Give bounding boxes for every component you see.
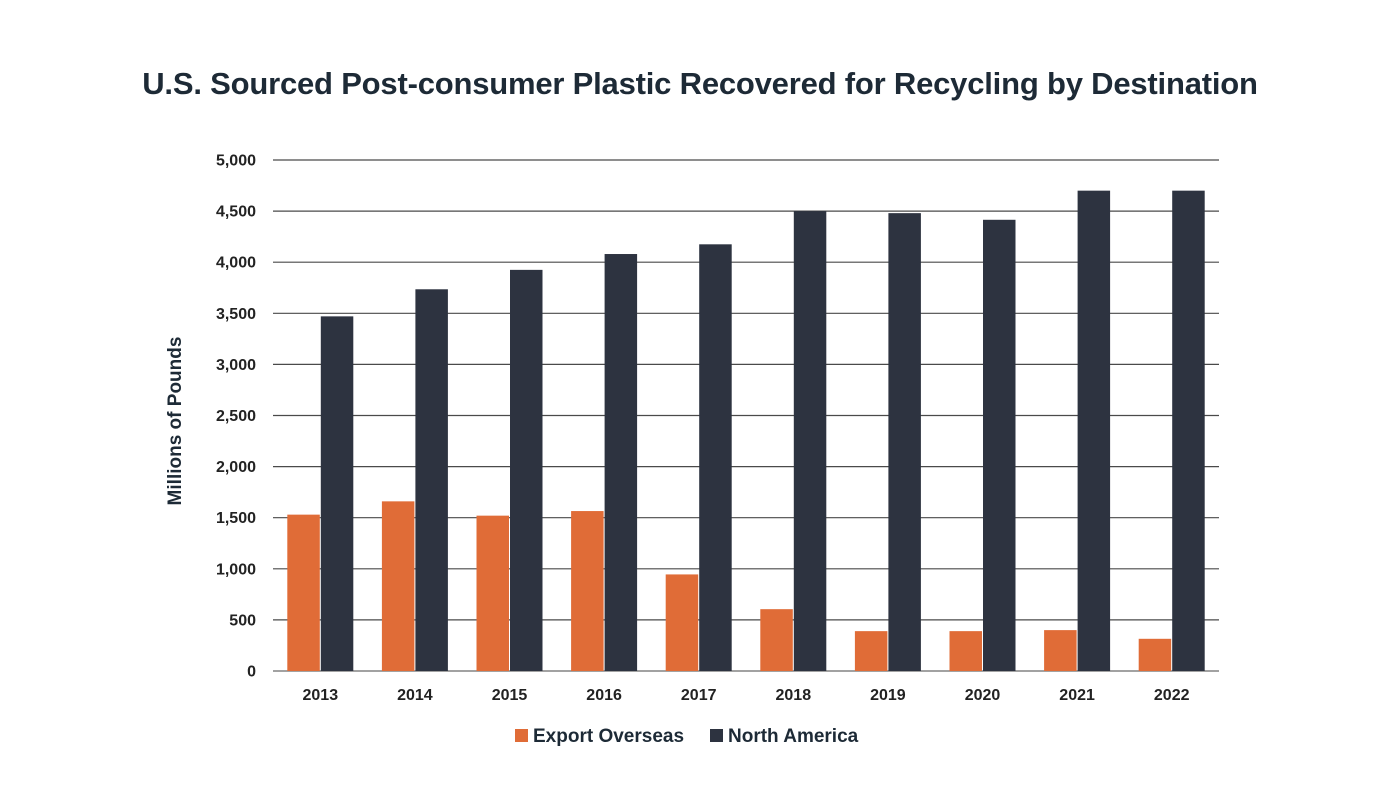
y-tick-label: 2,000 bbox=[216, 459, 256, 476]
bar-north-america bbox=[510, 269, 543, 671]
bar-north-america bbox=[699, 244, 732, 671]
bar-export-overseas bbox=[854, 631, 888, 671]
bars bbox=[287, 190, 1205, 672]
x-axis-tick-labels: 2013 2014 2015 2016 2017 2018 2019 2020 2021 2022 bbox=[303, 687, 1190, 704]
x-tick-label: 2022 bbox=[1154, 687, 1190, 704]
bar-export-overseas bbox=[665, 574, 699, 671]
y-axis-tick-labels: 0 500 1,000 1,500 2,000 2,500 3,000 3,500 4,000 4… bbox=[216, 153, 256, 681]
legend-label: North America bbox=[728, 726, 859, 747]
y-tick-label: 5,000 bbox=[216, 153, 256, 170]
chart-title: U.S. Sourced Post-consumer Plastic Recov… bbox=[142, 66, 1258, 101]
y-tick-label: 2,500 bbox=[216, 408, 256, 425]
bar-export-overseas bbox=[949, 631, 982, 671]
x-tick-label: 2019 bbox=[870, 687, 906, 704]
x-tick-label: 2021 bbox=[1059, 687, 1095, 704]
x-tick-label: 2018 bbox=[776, 687, 812, 704]
bar-export-overseas bbox=[476, 515, 509, 671]
bar-export-overseas bbox=[381, 501, 415, 671]
bar-north-america bbox=[888, 213, 921, 672]
gridlines bbox=[273, 159, 1219, 672]
y-tick-label: 1,000 bbox=[216, 561, 256, 578]
x-tick-label: 2013 bbox=[303, 687, 339, 704]
x-tick-label: 2017 bbox=[681, 687, 717, 704]
y-tick-label: 0 bbox=[247, 664, 256, 681]
bar-export-overseas bbox=[287, 514, 320, 671]
bar-export-overseas bbox=[571, 511, 604, 671]
bar-north-america bbox=[983, 219, 1016, 672]
bar-north-america bbox=[415, 289, 448, 671]
y-tick-label: 3,000 bbox=[216, 357, 256, 374]
y-tick-label: 3,500 bbox=[216, 306, 256, 323]
x-tick-label: 2016 bbox=[586, 687, 622, 704]
bar-north-america bbox=[1172, 190, 1205, 671]
y-tick-label: 500 bbox=[229, 612, 256, 629]
bar-north-america bbox=[604, 254, 638, 672]
legend: Export Overseas North America bbox=[515, 726, 859, 747]
bar-north-america bbox=[1077, 190, 1111, 671]
x-tick-label: 2014 bbox=[397, 687, 433, 704]
legend-label: Export Overseas bbox=[533, 726, 684, 747]
y-tick-label: 4,000 bbox=[216, 255, 256, 272]
y-tick-label: 4,500 bbox=[216, 204, 256, 221]
legend-swatch bbox=[710, 729, 723, 742]
bar-north-america bbox=[320, 316, 354, 671]
x-tick-label: 2015 bbox=[492, 687, 528, 704]
legend-swatch bbox=[515, 729, 528, 742]
y-tick-label: 1,500 bbox=[216, 510, 256, 527]
bar-north-america bbox=[793, 211, 827, 671]
y-axis-title: Millions of Pounds bbox=[165, 337, 186, 506]
bar-export-overseas bbox=[1138, 638, 1172, 671]
bar-export-overseas bbox=[760, 609, 793, 671]
bar-export-overseas bbox=[1044, 630, 1077, 671]
x-tick-label: 2020 bbox=[965, 687, 1001, 704]
